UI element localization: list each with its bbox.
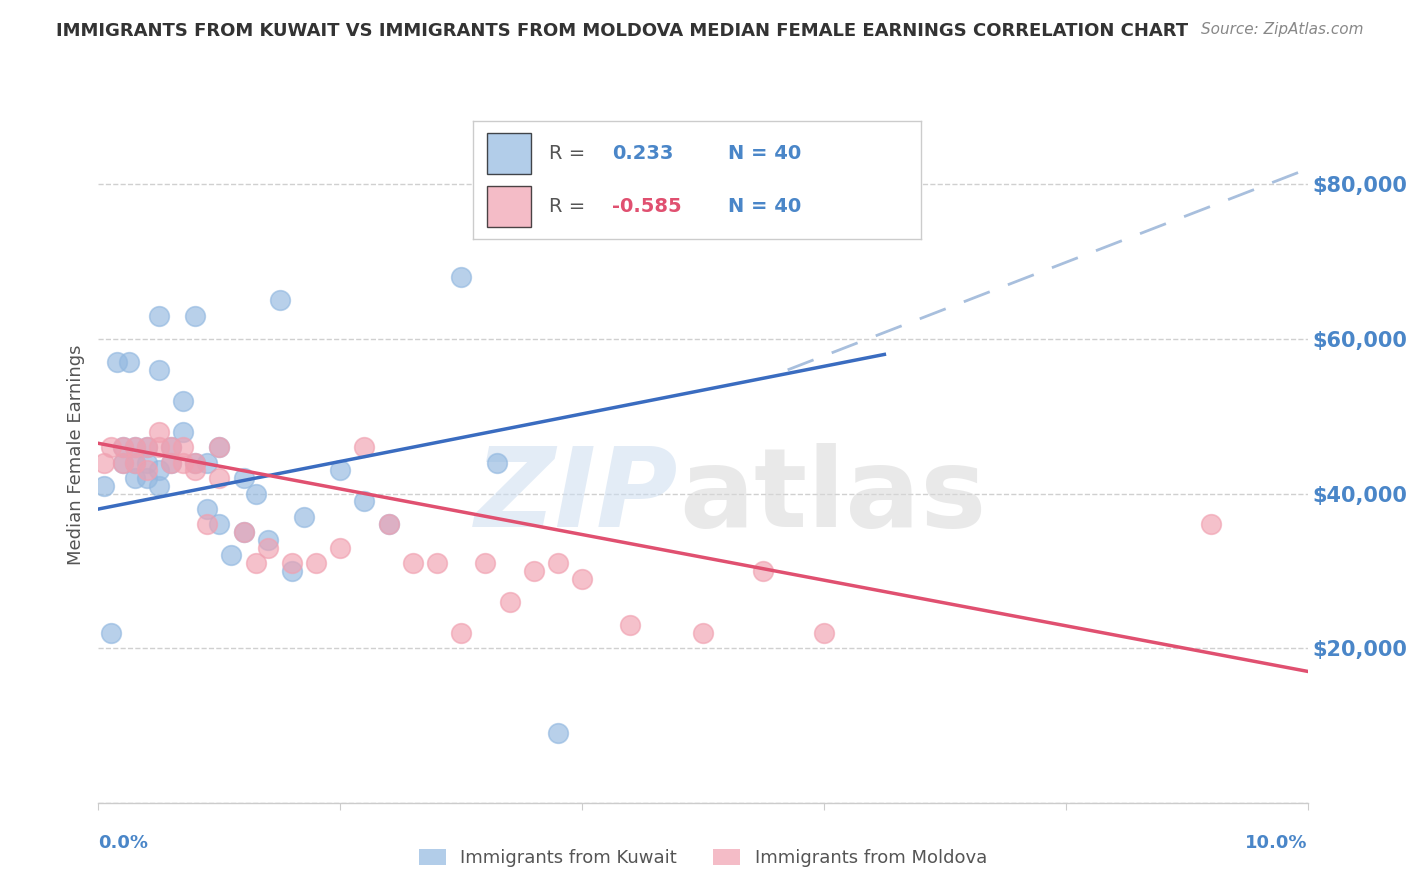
Text: IMMIGRANTS FROM KUWAIT VS IMMIGRANTS FROM MOLDOVA MEDIAN FEMALE EARNINGS CORRELA: IMMIGRANTS FROM KUWAIT VS IMMIGRANTS FRO…	[56, 22, 1188, 40]
Text: 10.0%: 10.0%	[1246, 834, 1308, 852]
Point	[498, 595, 520, 609]
Point	[135, 471, 157, 485]
Point	[329, 541, 352, 555]
Point	[377, 517, 399, 532]
FancyBboxPatch shape	[486, 133, 531, 174]
Point	[547, 556, 569, 570]
Y-axis label: Median Female Earnings: Median Female Earnings	[66, 344, 84, 566]
Text: ZIP: ZIP	[475, 443, 679, 550]
Text: R =: R =	[550, 144, 585, 163]
Point	[450, 270, 472, 285]
Text: R =: R =	[550, 197, 585, 216]
Point	[523, 564, 546, 578]
Point	[93, 479, 115, 493]
Point	[474, 556, 496, 570]
Point	[208, 517, 231, 532]
Point	[221, 549, 243, 563]
FancyBboxPatch shape	[486, 186, 531, 227]
Text: 0.0%: 0.0%	[98, 834, 149, 852]
Point	[1199, 517, 1222, 532]
Point	[184, 463, 207, 477]
Text: 0.233: 0.233	[612, 144, 673, 163]
Point	[450, 625, 472, 640]
Point	[571, 572, 593, 586]
Point	[160, 440, 183, 454]
Point	[281, 556, 304, 570]
Point	[160, 440, 183, 454]
Point	[232, 471, 254, 485]
Point	[281, 564, 304, 578]
Point	[692, 625, 714, 640]
Text: Source: ZipAtlas.com: Source: ZipAtlas.com	[1201, 22, 1364, 37]
Point	[148, 425, 170, 439]
Point	[619, 618, 641, 632]
Text: -0.585: -0.585	[612, 197, 682, 216]
Point	[148, 363, 170, 377]
Point	[111, 456, 134, 470]
Point	[329, 463, 352, 477]
Point	[269, 293, 291, 308]
Point	[752, 564, 775, 578]
Point	[256, 533, 278, 547]
Point	[93, 456, 115, 470]
Point	[135, 463, 157, 477]
Point	[232, 525, 254, 540]
Point	[118, 355, 141, 369]
Point	[135, 440, 157, 454]
Text: N = 40: N = 40	[728, 144, 801, 163]
Point	[208, 471, 231, 485]
Point	[353, 440, 375, 454]
Point	[486, 456, 509, 470]
Point	[245, 486, 267, 500]
Point	[195, 456, 218, 470]
Point	[124, 440, 146, 454]
Point	[124, 456, 146, 470]
Point	[148, 440, 170, 454]
Point	[353, 494, 375, 508]
Point	[195, 502, 218, 516]
Point	[232, 525, 254, 540]
Legend: Immigrants from Kuwait, Immigrants from Moldova: Immigrants from Kuwait, Immigrants from …	[412, 841, 994, 874]
Point	[305, 556, 328, 570]
Point	[208, 440, 231, 454]
Text: atlas: atlas	[679, 443, 986, 550]
Point	[160, 456, 183, 470]
Point	[148, 479, 170, 493]
Point	[292, 509, 315, 524]
Point	[111, 440, 134, 454]
Point	[547, 726, 569, 740]
Point	[148, 463, 170, 477]
Point	[377, 517, 399, 532]
Point	[184, 456, 207, 470]
Point	[124, 456, 146, 470]
Point	[135, 440, 157, 454]
Point	[172, 425, 194, 439]
Point	[172, 393, 194, 408]
Point	[100, 440, 122, 454]
Point	[184, 309, 207, 323]
Point	[135, 456, 157, 470]
Point	[105, 355, 128, 369]
Point	[208, 440, 231, 454]
Point	[426, 556, 449, 570]
Point	[160, 456, 183, 470]
Point	[172, 440, 194, 454]
Point	[195, 517, 218, 532]
Point	[124, 471, 146, 485]
Point	[100, 625, 122, 640]
Point	[124, 440, 146, 454]
Point	[245, 556, 267, 570]
Point	[111, 440, 134, 454]
Point	[111, 456, 134, 470]
Point	[172, 456, 194, 470]
Point	[256, 541, 278, 555]
Point	[184, 456, 207, 470]
Point	[402, 556, 425, 570]
Text: N = 40: N = 40	[728, 197, 801, 216]
Point	[813, 625, 835, 640]
Point	[148, 309, 170, 323]
